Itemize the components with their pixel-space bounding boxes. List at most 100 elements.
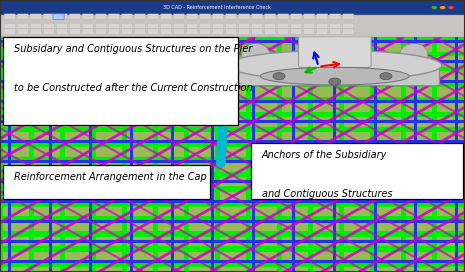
FancyBboxPatch shape xyxy=(252,23,263,29)
FancyBboxPatch shape xyxy=(3,165,210,199)
FancyBboxPatch shape xyxy=(291,14,302,19)
FancyBboxPatch shape xyxy=(108,14,120,19)
FancyBboxPatch shape xyxy=(265,23,276,29)
FancyBboxPatch shape xyxy=(53,14,64,19)
FancyBboxPatch shape xyxy=(278,14,289,19)
FancyBboxPatch shape xyxy=(199,29,211,34)
FancyBboxPatch shape xyxy=(252,14,263,19)
FancyBboxPatch shape xyxy=(173,23,185,29)
Ellipse shape xyxy=(242,44,270,65)
FancyBboxPatch shape xyxy=(173,14,185,19)
FancyBboxPatch shape xyxy=(186,23,198,29)
FancyBboxPatch shape xyxy=(252,29,263,34)
Text: Subsidary and Contiguous Structures on the Pier

to be Constructed after the Cur: Subsidary and Contiguous Structures on t… xyxy=(14,44,252,93)
FancyBboxPatch shape xyxy=(213,29,224,34)
Ellipse shape xyxy=(302,0,367,10)
FancyBboxPatch shape xyxy=(278,29,289,34)
FancyBboxPatch shape xyxy=(186,29,198,34)
FancyBboxPatch shape xyxy=(17,23,28,29)
FancyBboxPatch shape xyxy=(265,29,276,34)
FancyBboxPatch shape xyxy=(82,23,93,29)
FancyBboxPatch shape xyxy=(343,14,354,19)
FancyBboxPatch shape xyxy=(121,23,133,29)
FancyBboxPatch shape xyxy=(239,23,250,29)
FancyBboxPatch shape xyxy=(95,14,106,19)
FancyBboxPatch shape xyxy=(82,29,93,34)
FancyBboxPatch shape xyxy=(43,23,54,29)
Ellipse shape xyxy=(260,67,409,85)
FancyBboxPatch shape xyxy=(30,14,41,19)
FancyBboxPatch shape xyxy=(69,14,80,19)
FancyBboxPatch shape xyxy=(251,143,463,199)
FancyBboxPatch shape xyxy=(317,14,328,19)
FancyBboxPatch shape xyxy=(343,29,354,34)
FancyBboxPatch shape xyxy=(213,14,224,19)
FancyBboxPatch shape xyxy=(147,29,159,34)
FancyBboxPatch shape xyxy=(108,29,120,34)
FancyBboxPatch shape xyxy=(69,23,80,29)
FancyBboxPatch shape xyxy=(134,29,146,34)
Text: 3D CAD - Reinforcement Interference Check: 3D CAD - Reinforcement Interference Chec… xyxy=(163,5,271,10)
FancyBboxPatch shape xyxy=(121,29,133,34)
FancyBboxPatch shape xyxy=(4,14,15,19)
FancyBboxPatch shape xyxy=(0,0,465,15)
FancyBboxPatch shape xyxy=(160,29,172,34)
FancyBboxPatch shape xyxy=(56,14,67,19)
FancyBboxPatch shape xyxy=(4,23,15,29)
FancyBboxPatch shape xyxy=(226,29,237,34)
FancyBboxPatch shape xyxy=(278,23,289,29)
FancyBboxPatch shape xyxy=(30,23,41,29)
FancyBboxPatch shape xyxy=(43,14,54,19)
FancyBboxPatch shape xyxy=(291,29,302,34)
Ellipse shape xyxy=(228,50,442,80)
FancyBboxPatch shape xyxy=(317,23,328,29)
FancyBboxPatch shape xyxy=(43,29,54,34)
FancyBboxPatch shape xyxy=(0,15,465,37)
FancyBboxPatch shape xyxy=(239,14,250,19)
FancyBboxPatch shape xyxy=(147,23,159,29)
FancyBboxPatch shape xyxy=(17,29,28,34)
FancyBboxPatch shape xyxy=(56,23,67,29)
FancyBboxPatch shape xyxy=(160,14,172,19)
FancyBboxPatch shape xyxy=(213,23,224,29)
FancyBboxPatch shape xyxy=(226,23,237,29)
FancyBboxPatch shape xyxy=(134,14,146,19)
Ellipse shape xyxy=(400,44,428,65)
FancyBboxPatch shape xyxy=(134,23,146,29)
FancyBboxPatch shape xyxy=(291,23,302,29)
FancyBboxPatch shape xyxy=(95,23,106,29)
FancyBboxPatch shape xyxy=(304,23,315,29)
FancyBboxPatch shape xyxy=(343,23,354,29)
FancyBboxPatch shape xyxy=(199,23,211,29)
FancyBboxPatch shape xyxy=(95,29,106,34)
FancyBboxPatch shape xyxy=(17,14,28,19)
FancyBboxPatch shape xyxy=(108,23,120,29)
FancyBboxPatch shape xyxy=(69,29,80,34)
FancyBboxPatch shape xyxy=(160,23,172,29)
Circle shape xyxy=(448,6,454,9)
FancyBboxPatch shape xyxy=(0,37,465,272)
FancyBboxPatch shape xyxy=(226,14,237,19)
FancyBboxPatch shape xyxy=(173,29,185,34)
FancyBboxPatch shape xyxy=(186,14,198,19)
FancyBboxPatch shape xyxy=(30,29,41,34)
FancyBboxPatch shape xyxy=(3,37,238,125)
FancyBboxPatch shape xyxy=(317,29,328,34)
FancyBboxPatch shape xyxy=(4,29,15,34)
FancyBboxPatch shape xyxy=(304,14,315,19)
FancyBboxPatch shape xyxy=(304,29,315,34)
FancyBboxPatch shape xyxy=(230,63,439,86)
Text: Reinforcement Arrangement in the Cap: Reinforcement Arrangement in the Cap xyxy=(14,172,207,182)
Circle shape xyxy=(432,6,437,9)
Circle shape xyxy=(440,6,445,9)
FancyBboxPatch shape xyxy=(121,14,133,19)
FancyBboxPatch shape xyxy=(56,29,67,34)
FancyBboxPatch shape xyxy=(299,2,371,67)
FancyBboxPatch shape xyxy=(265,14,276,19)
FancyBboxPatch shape xyxy=(199,14,211,19)
Circle shape xyxy=(380,73,392,80)
Circle shape xyxy=(273,73,285,80)
Circle shape xyxy=(329,78,341,85)
FancyBboxPatch shape xyxy=(239,29,250,34)
FancyBboxPatch shape xyxy=(82,14,93,19)
